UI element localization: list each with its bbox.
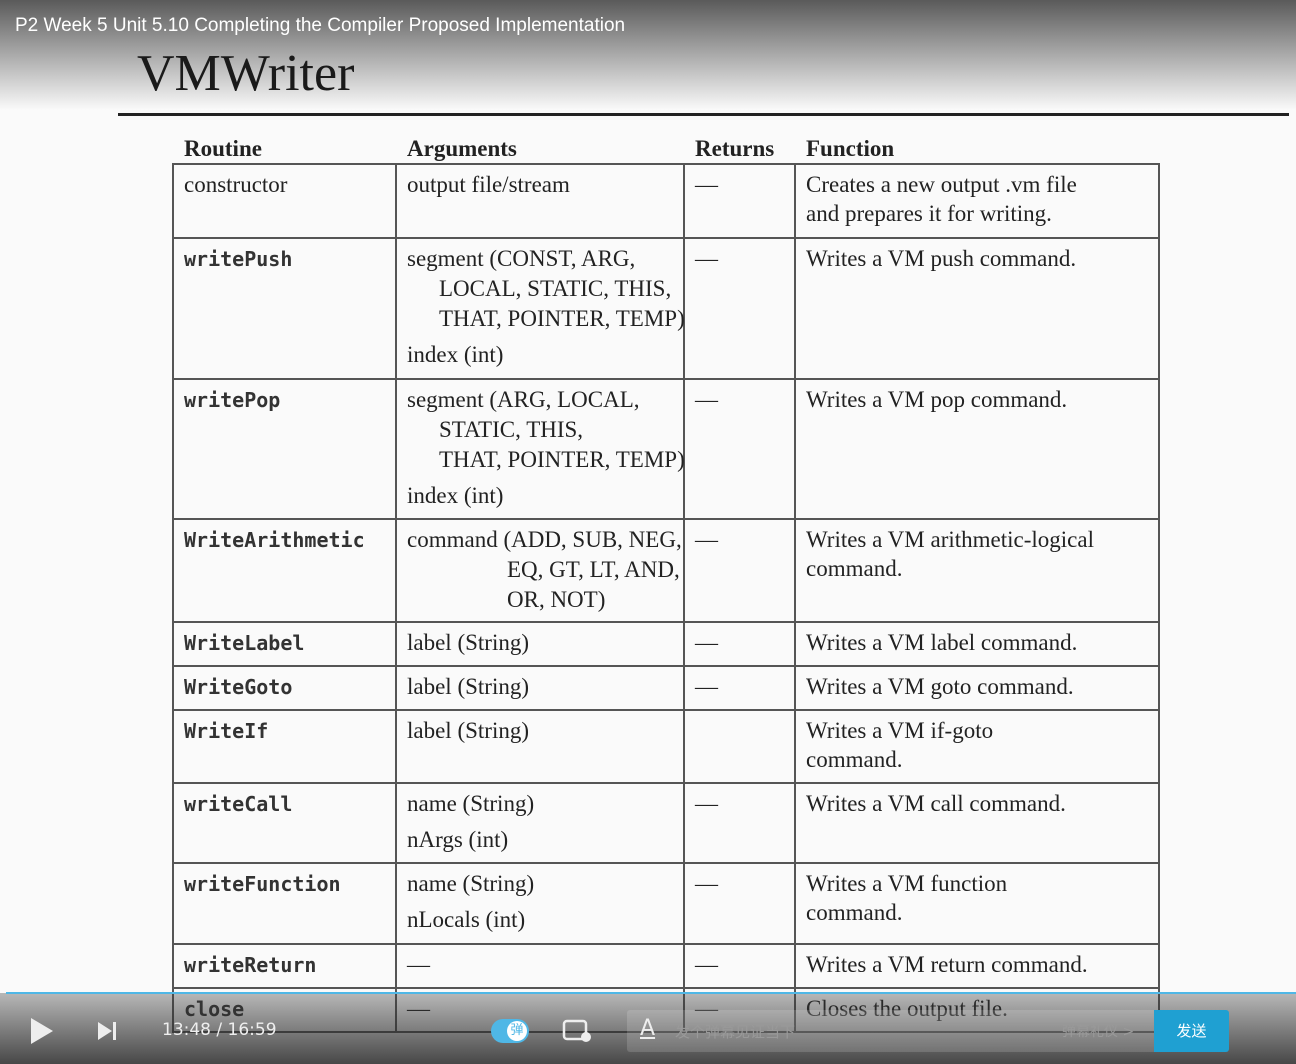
function: Writes a VM arithmetic-logical bbox=[806, 527, 1094, 552]
row-line bbox=[172, 518, 1160, 520]
argument: — bbox=[407, 952, 430, 977]
row-line bbox=[172, 163, 1160, 165]
returns: — bbox=[695, 674, 718, 699]
argument: nLocals (int) bbox=[407, 907, 526, 932]
argument: label (String) bbox=[407, 630, 529, 655]
argument: command (ADD, SUB, NEG, bbox=[407, 527, 682, 552]
routine: writeReturn bbox=[184, 953, 317, 977]
row-line bbox=[172, 621, 1160, 623]
column-line bbox=[395, 163, 397, 1031]
function: Writes a VM goto command. bbox=[806, 674, 1074, 699]
argument: name (String) bbox=[407, 791, 535, 816]
function: Writes a VM function bbox=[806, 871, 1008, 896]
function: command. bbox=[806, 747, 903, 772]
returns: — bbox=[695, 791, 718, 816]
argument: index (int) bbox=[407, 342, 504, 367]
row-line bbox=[172, 943, 1160, 945]
danmaku-settings[interactable] bbox=[562, 1018, 594, 1044]
function: Creates a new output .vm file bbox=[806, 172, 1077, 197]
column-header: Arguments bbox=[407, 136, 517, 161]
argument: nArgs (int) bbox=[407, 827, 509, 852]
send-button[interactable]: 发送 bbox=[1154, 1010, 1229, 1052]
function: command. bbox=[806, 556, 903, 581]
returns: — bbox=[695, 387, 718, 412]
argument: OR, NOT) bbox=[507, 587, 606, 612]
time-display: 13:48 / 16:59 bbox=[162, 1020, 277, 1040]
title-rule bbox=[118, 113, 1289, 116]
argument: label (String) bbox=[407, 674, 529, 699]
row-line bbox=[172, 237, 1160, 239]
function: Writes a VM return command. bbox=[806, 952, 1088, 977]
slide-title: VMWriter bbox=[137, 45, 355, 102]
routine: writeFunction bbox=[184, 872, 341, 896]
control-bar bbox=[0, 993, 1296, 1064]
row-line bbox=[172, 987, 1160, 989]
argument: segment (CONST, ARG, bbox=[407, 246, 636, 271]
returns: — bbox=[695, 172, 718, 197]
etiquette-link[interactable]: 弹幕礼仪 > bbox=[1062, 1024, 1135, 1040]
danmaku-input[interactable] bbox=[627, 1010, 1154, 1052]
routine: WriteIf bbox=[184, 719, 269, 743]
returns: — bbox=[695, 952, 718, 977]
column-line bbox=[172, 163, 174, 1031]
function: Writes a VM if-goto bbox=[806, 718, 994, 743]
progress-bar[interactable] bbox=[6, 992, 1296, 994]
returns: — bbox=[695, 630, 718, 655]
danmaku-toggle: 弹 bbox=[507, 1021, 527, 1041]
video-title: P2 Week 5 Unit 5.10 Completing the Compi… bbox=[15, 15, 626, 36]
row-line bbox=[172, 665, 1160, 667]
column-line bbox=[794, 163, 796, 1031]
column-header: Returns bbox=[695, 136, 775, 161]
routine: WriteLabel bbox=[184, 631, 305, 655]
play-button[interactable] bbox=[28, 1016, 56, 1046]
argument: segment (ARG, LOCAL, bbox=[407, 387, 640, 412]
routine: WriteGoto bbox=[184, 675, 293, 699]
argument: EQ, GT, LT, AND, bbox=[507, 557, 680, 582]
argument: name (String) bbox=[407, 871, 535, 896]
function: and prepares it for writing. bbox=[806, 201, 1052, 226]
column-line bbox=[1158, 163, 1160, 1031]
argument: label (String) bbox=[407, 718, 529, 743]
input-placeholder: 发个弹幕见证当下 bbox=[675, 1023, 796, 1041]
returns: — bbox=[695, 527, 718, 552]
row-line bbox=[172, 862, 1160, 864]
column-header: Function bbox=[806, 136, 895, 161]
routine: writePush bbox=[184, 247, 293, 271]
danmaku-switch[interactable]: 弹 bbox=[491, 1019, 529, 1043]
argument: THAT, POINTER, TEMP) bbox=[439, 447, 685, 472]
routine: WriteArithmetic bbox=[184, 528, 365, 552]
routine: writeCall bbox=[184, 792, 293, 816]
argument: THAT, POINTER, TEMP) bbox=[439, 306, 685, 331]
routine: writePop bbox=[184, 388, 281, 412]
argument: output file/stream bbox=[407, 172, 570, 197]
argument: index (int) bbox=[407, 483, 504, 508]
returns: — bbox=[695, 871, 718, 896]
routine: constructor bbox=[184, 172, 288, 197]
next-button[interactable] bbox=[96, 1020, 120, 1042]
top-overlay bbox=[0, 0, 1296, 110]
function: command. bbox=[806, 900, 903, 925]
row-line bbox=[172, 782, 1160, 784]
font-icon[interactable]: A bbox=[640, 1016, 656, 1041]
returns: — bbox=[695, 246, 718, 271]
argument: STATIC, THIS, bbox=[439, 417, 584, 442]
column-line bbox=[683, 163, 685, 1031]
argument: LOCAL, STATIC, THIS, bbox=[439, 276, 672, 301]
function: Writes a VM pop command. bbox=[806, 387, 1068, 412]
function: Writes a VM call command. bbox=[806, 791, 1066, 816]
function: Writes a VM label command. bbox=[806, 630, 1078, 655]
column-header: Routine bbox=[184, 136, 262, 161]
row-line bbox=[172, 378, 1160, 380]
row-line bbox=[172, 709, 1160, 711]
function: Writes a VM push command. bbox=[806, 246, 1077, 271]
